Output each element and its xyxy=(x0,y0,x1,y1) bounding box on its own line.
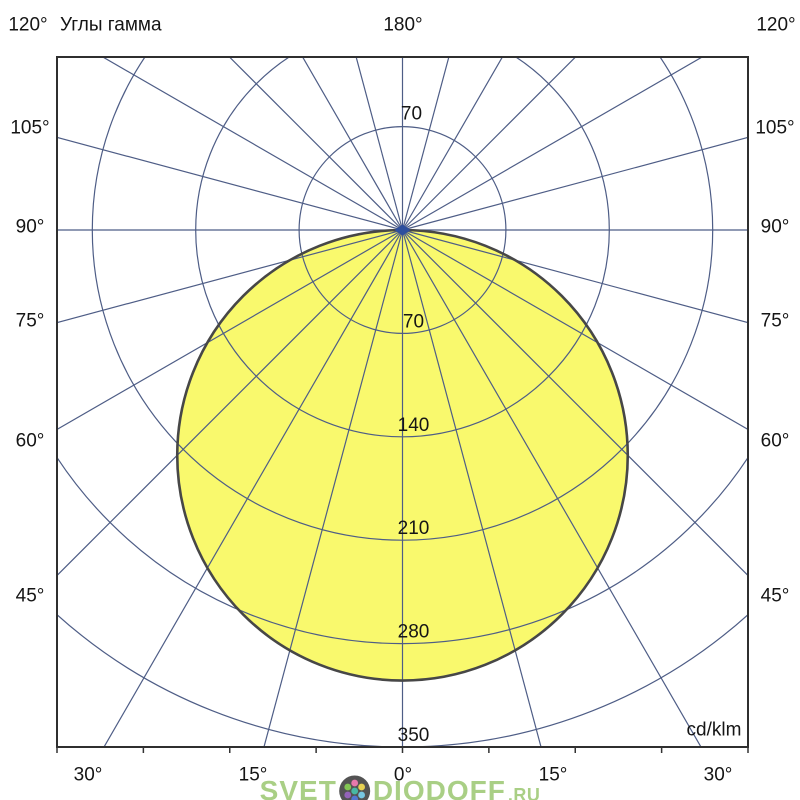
corner-angle-label-top-left: 120° xyxy=(8,14,48,36)
gamma-label-bottom: 30° xyxy=(703,764,733,786)
gamma-label-right: 90° xyxy=(760,216,790,238)
radial-tick-label: 210 xyxy=(398,518,430,539)
watermark-text-right: DIODOFF xyxy=(372,775,506,800)
center-marker-icon xyxy=(394,224,411,236)
unit-label: cd/klm xyxy=(686,719,742,741)
gamma-label-left: 45° xyxy=(15,585,45,607)
watermark-text-left: SVET xyxy=(259,775,337,800)
gamma-label-left: 60° xyxy=(15,430,45,452)
gamma-label-bottom: 15° xyxy=(538,764,568,786)
gamma-label-right: 105° xyxy=(755,117,795,139)
top-angle-label-180: 180° xyxy=(383,14,423,36)
radial-tick-label: 350 xyxy=(398,725,430,746)
radial-tick-label: 140 xyxy=(398,415,430,436)
radial-tick-label: 70 xyxy=(403,311,424,332)
watermark-logo-icon xyxy=(339,775,371,800)
gamma-label-right: 45° xyxy=(760,585,790,607)
radial-tick-label: 70 xyxy=(401,104,422,125)
gamma-label-bottom: 30° xyxy=(73,764,103,786)
gamma-label-left: 90° xyxy=(15,216,45,238)
watermark: SVET DIODOFF .RU xyxy=(260,775,541,800)
corner-angle-label-top-right: 120° xyxy=(756,14,796,36)
bottom-border-ticks xyxy=(56,747,749,753)
radial-tick-labels: 70 140 210 280 350 70 xyxy=(398,104,430,746)
gamma-label-right: 75° xyxy=(760,310,790,332)
watermark-suffix: .RU xyxy=(507,784,541,800)
gamma-label-right: 60° xyxy=(760,430,790,452)
radial-tick-label: 280 xyxy=(398,622,430,643)
gamma-label-bottom: 0° xyxy=(393,764,413,786)
gamma-label-bottom: 15° xyxy=(238,764,268,786)
gamma-label-left: 75° xyxy=(15,310,45,332)
gamma-label-left: 105° xyxy=(10,117,50,139)
chart-title: Углы гамма xyxy=(60,14,162,36)
